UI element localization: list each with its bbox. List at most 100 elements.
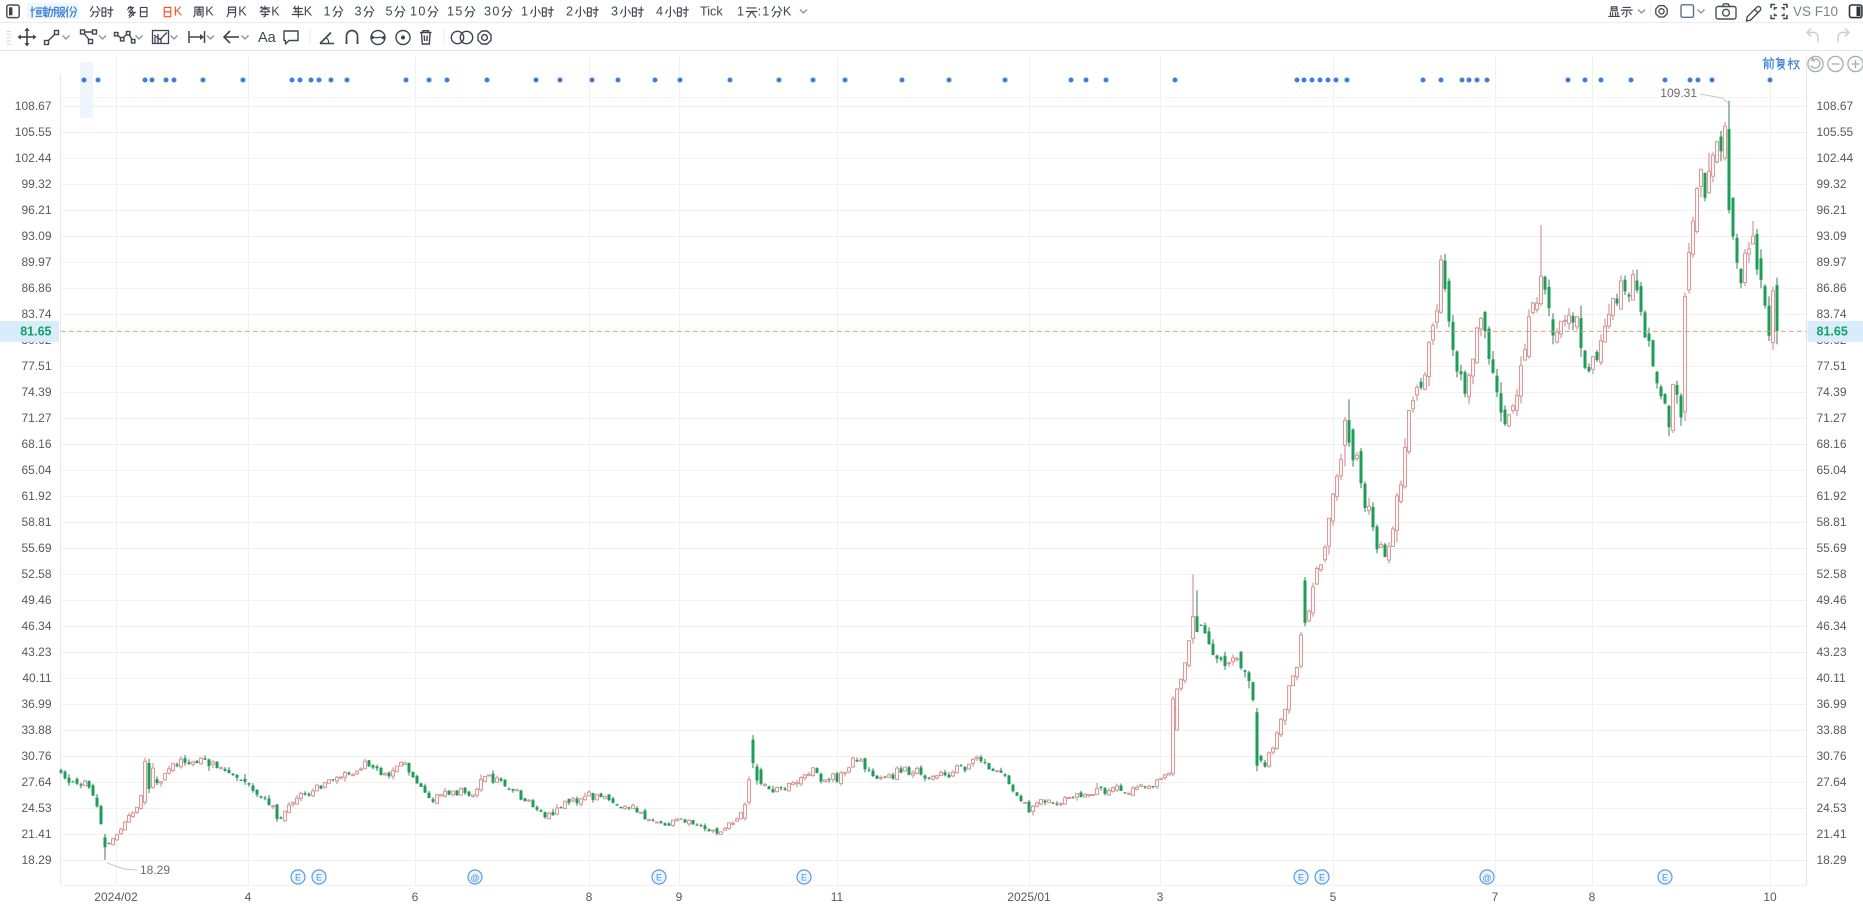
svg-text:58.81: 58.81 (1817, 515, 1847, 529)
svg-text:49.46: 49.46 (21, 593, 51, 607)
svg-text:K: K (271, 4, 280, 18)
svg-text:1: 1 (410, 4, 417, 18)
svg-text:43.23: 43.23 (1817, 645, 1847, 659)
svg-text:36.99: 36.99 (21, 697, 51, 711)
svg-text:4: 4 (245, 890, 252, 904)
svg-text:E: E (801, 873, 807, 883)
svg-text:40.11: 40.11 (22, 671, 51, 685)
svg-text:36.99: 36.99 (1817, 697, 1847, 711)
svg-text:3: 3 (611, 4, 618, 18)
svg-text:105.55: 105.55 (15, 125, 52, 139)
svg-text:Tick: Tick (700, 5, 723, 19)
svg-text:@: @ (1482, 873, 1491, 883)
svg-text:109.31: 109.31 (1660, 86, 1697, 100)
svg-text:0: 0 (492, 4, 499, 18)
svg-text:74.39: 74.39 (21, 385, 51, 399)
svg-text:77.51: 77.51 (1817, 359, 1847, 373)
svg-text:24.53: 24.53 (1817, 801, 1847, 815)
svg-text:K: K (238, 4, 247, 18)
svg-text:E: E (316, 873, 322, 883)
svg-text:7: 7 (1492, 890, 1499, 904)
svg-text:52.58: 52.58 (1817, 567, 1847, 581)
svg-text:99.32: 99.32 (21, 177, 51, 191)
svg-text:18.29: 18.29 (21, 853, 51, 867)
svg-text:2: 2 (566, 4, 573, 18)
svg-text:93.09: 93.09 (1817, 229, 1847, 243)
svg-text:43.23: 43.23 (21, 645, 51, 659)
svg-text:5: 5 (455, 4, 462, 18)
svg-text:24.53: 24.53 (21, 801, 51, 815)
svg-text:65.04: 65.04 (1817, 463, 1847, 477)
svg-text:55.69: 55.69 (21, 541, 51, 555)
svg-text:11: 11 (831, 890, 844, 904)
svg-text:86.86: 86.86 (21, 281, 51, 295)
svg-text:1: 1 (762, 4, 769, 18)
svg-text:10: 10 (1763, 890, 1777, 904)
svg-text:40.11: 40.11 (1817, 671, 1846, 685)
svg-text:102.44: 102.44 (1817, 151, 1854, 165)
svg-text:K: K (304, 4, 313, 18)
svg-text:61.92: 61.92 (21, 489, 51, 503)
svg-text:65.04: 65.04 (21, 463, 51, 477)
svg-text:105.55: 105.55 (1817, 125, 1854, 139)
svg-text:VS F10: VS F10 (1793, 4, 1838, 19)
svg-text:102.44: 102.44 (15, 151, 52, 165)
svg-text:0: 0 (418, 4, 425, 18)
svg-text:68.16: 68.16 (1817, 437, 1847, 451)
svg-text:E: E (295, 873, 301, 883)
svg-text:4: 4 (656, 4, 663, 18)
svg-text:5: 5 (386, 4, 393, 18)
svg-text:49.46: 49.46 (1817, 593, 1847, 607)
svg-text:52.58: 52.58 (21, 567, 51, 581)
svg-text:3: 3 (355, 4, 362, 18)
svg-text:71.27: 71.27 (1817, 411, 1847, 425)
svg-text:8: 8 (1589, 890, 1596, 904)
svg-text:1: 1 (324, 4, 331, 18)
svg-text:27.64: 27.64 (21, 775, 51, 789)
svg-text:89.97: 89.97 (1817, 255, 1847, 269)
svg-text:18.29: 18.29 (140, 863, 170, 877)
svg-text:46.34: 46.34 (21, 619, 51, 633)
svg-text:86.86: 86.86 (1817, 281, 1847, 295)
svg-text:89.97: 89.97 (21, 255, 51, 269)
svg-text:E: E (656, 873, 662, 883)
svg-text:5: 5 (1330, 890, 1337, 904)
svg-text:9: 9 (676, 890, 683, 904)
svg-text:55.69: 55.69 (1817, 541, 1847, 555)
svg-text:3: 3 (1157, 890, 1164, 904)
svg-text:18.29: 18.29 (1817, 853, 1847, 867)
svg-text:68.16: 68.16 (21, 437, 51, 451)
svg-text::: : (758, 4, 762, 18)
svg-text:74.39: 74.39 (1817, 385, 1847, 399)
svg-text:30.76: 30.76 (1817, 749, 1847, 763)
svg-text:108.67: 108.67 (1817, 99, 1854, 113)
svg-text:1: 1 (737, 4, 744, 18)
svg-text:E: E (1298, 873, 1304, 883)
svg-text:33.88: 33.88 (1817, 723, 1847, 737)
svg-text:K: K (174, 4, 183, 18)
svg-text:@: @ (470, 873, 479, 883)
svg-text:2024/02: 2024/02 (94, 890, 138, 904)
svg-text:1: 1 (447, 4, 454, 18)
svg-text:83.74: 83.74 (21, 307, 51, 321)
svg-text:93.09: 93.09 (21, 229, 51, 243)
svg-text:46.34: 46.34 (1817, 619, 1847, 633)
svg-text:2025/01: 2025/01 (1007, 890, 1051, 904)
svg-text:33.88: 33.88 (21, 723, 51, 737)
svg-text:K: K (205, 4, 214, 18)
svg-text:21.41: 21.41 (1817, 827, 1847, 841)
svg-text:61.92: 61.92 (1817, 489, 1847, 503)
svg-text:K: K (783, 4, 792, 18)
svg-text:58.81: 58.81 (21, 515, 51, 529)
svg-text:96.21: 96.21 (21, 203, 51, 217)
svg-text:E: E (1662, 873, 1668, 883)
svg-text:99.32: 99.32 (1817, 177, 1847, 191)
svg-text:27.64: 27.64 (1817, 775, 1847, 789)
svg-text:1: 1 (521, 4, 528, 18)
svg-text:30.76: 30.76 (21, 749, 51, 763)
svg-text:81.65: 81.65 (20, 325, 51, 339)
svg-text:6: 6 (412, 890, 419, 904)
svg-text:108.67: 108.67 (15, 99, 52, 113)
svg-text:3: 3 (484, 4, 491, 18)
svg-text:E: E (1319, 873, 1325, 883)
